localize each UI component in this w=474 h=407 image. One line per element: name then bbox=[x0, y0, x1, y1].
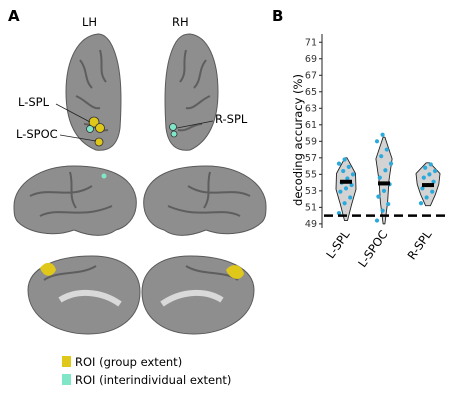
legend-text-group: ROI (group extent) bbox=[75, 355, 182, 369]
data-point bbox=[374, 218, 380, 223]
data-point bbox=[336, 211, 342, 216]
data-point bbox=[420, 186, 425, 191]
brain-top-left bbox=[65, 33, 122, 151]
data-point bbox=[384, 147, 389, 152]
data-point bbox=[379, 154, 384, 159]
leader-r-spl bbox=[176, 120, 214, 129]
panel-a-letter: A bbox=[8, 7, 20, 25]
y-tick-label: 51 bbox=[305, 203, 317, 214]
data-point bbox=[376, 194, 381, 199]
x-tick-label: L-SPOC bbox=[355, 228, 390, 270]
violins bbox=[335, 132, 441, 225]
roi-legend: ROI (group extent) ROI (interindividual … bbox=[62, 355, 231, 387]
data-point bbox=[431, 179, 436, 184]
y-tick-label: 63 bbox=[305, 104, 317, 115]
y-tick-label: 71 bbox=[305, 38, 317, 49]
data-point bbox=[432, 168, 438, 174]
y-ticks: 49 51 53 55 57 59 61 63 65 67 69 71 bbox=[305, 38, 322, 230]
data-point bbox=[350, 172, 356, 177]
y-tick-label: 67 bbox=[305, 71, 317, 82]
label-l-spl: L-SPL bbox=[18, 95, 50, 109]
data-point bbox=[345, 176, 350, 181]
legend-swatch-group bbox=[62, 356, 71, 367]
data-point bbox=[380, 208, 385, 213]
brain-medial-left bbox=[27, 255, 141, 335]
mean-marker bbox=[378, 181, 390, 186]
data-point bbox=[430, 189, 435, 194]
data-point bbox=[418, 201, 424, 206]
mean-marker bbox=[422, 183, 434, 188]
leader-l-spoc bbox=[59, 134, 97, 142]
mean-marker bbox=[340, 179, 352, 184]
lh-label: LH bbox=[82, 15, 97, 29]
decoding-chart: 49 51 53 55 57 59 61 63 65 67 69 71 decoding accura… bbox=[291, 34, 450, 270]
brain-medial-right bbox=[141, 255, 255, 335]
legend-swatch-individual bbox=[62, 374, 71, 385]
data-point bbox=[383, 168, 388, 173]
data-point bbox=[377, 175, 382, 180]
y-tick-label: 59 bbox=[305, 137, 317, 148]
data-point bbox=[388, 161, 394, 166]
label-r-spl: R-SPL bbox=[215, 112, 248, 126]
data-point bbox=[381, 188, 387, 193]
brain-lateral-left bbox=[13, 165, 137, 236]
y-tick-label: 53 bbox=[305, 186, 317, 197]
data-point bbox=[386, 201, 391, 207]
roi-l-spl-top bbox=[86, 116, 105, 147]
data-point bbox=[428, 162, 433, 167]
data-point bbox=[348, 195, 353, 200]
data-point bbox=[424, 195, 429, 200]
label-l-spoc: L-SPOC bbox=[16, 127, 58, 141]
data-point bbox=[427, 172, 432, 177]
data-point bbox=[423, 165, 428, 170]
x-tick-label: L-SPL bbox=[323, 227, 353, 261]
y-tick-label: 69 bbox=[305, 54, 317, 65]
x-tick-label: R-SPL bbox=[404, 227, 434, 262]
leader-l-spl bbox=[55, 103, 91, 123]
data-point bbox=[374, 139, 380, 144]
y-axis-label: decoding accuracy (%) bbox=[291, 74, 305, 206]
data-point bbox=[349, 182, 354, 188]
brain-lateral-right bbox=[143, 165, 267, 236]
brain-top-right bbox=[164, 33, 219, 151]
y-tick-label: 55 bbox=[305, 170, 317, 181]
data-point bbox=[342, 201, 347, 206]
data-point bbox=[336, 161, 342, 166]
violin-l-spoc bbox=[375, 136, 393, 225]
data-point bbox=[342, 157, 347, 162]
y-tick-label: 57 bbox=[305, 153, 317, 164]
data-point bbox=[338, 189, 343, 194]
data-point bbox=[380, 132, 385, 137]
panel-b-letter: B bbox=[272, 7, 283, 25]
y-tick-label: 49 bbox=[305, 219, 317, 230]
legend-text-individual: ROI (interindividual extent) bbox=[75, 373, 231, 387]
x-ticks: L-SPL L-SPOC R-SPL bbox=[323, 227, 435, 270]
roi-r-spl-top bbox=[169, 123, 178, 138]
y-tick-label: 65 bbox=[305, 87, 317, 98]
data-point bbox=[421, 175, 426, 180]
data-point bbox=[341, 168, 346, 174]
rh-label: RH bbox=[172, 15, 189, 29]
y-tick-label: 61 bbox=[305, 120, 317, 131]
data-point bbox=[343, 186, 349, 191]
data-point bbox=[346, 164, 351, 170]
